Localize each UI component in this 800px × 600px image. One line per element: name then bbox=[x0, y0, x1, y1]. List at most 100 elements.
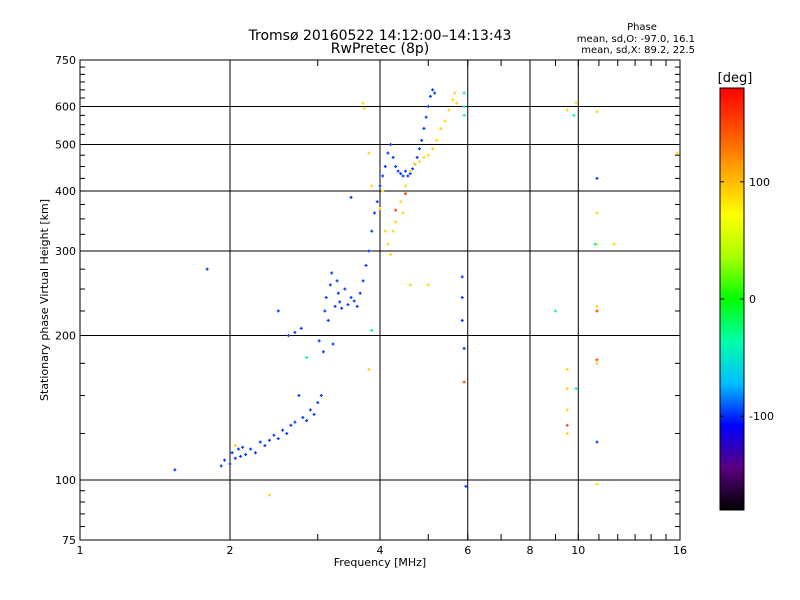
chart-subtitle: RwPretec (8p) bbox=[331, 41, 429, 57]
data-point bbox=[433, 91, 437, 95]
data-point bbox=[364, 263, 368, 267]
data-point bbox=[453, 91, 457, 95]
data-point bbox=[361, 279, 365, 283]
data-point bbox=[593, 242, 597, 246]
data-point bbox=[455, 101, 459, 105]
data-point bbox=[244, 453, 248, 457]
data-point bbox=[358, 291, 362, 295]
data-point bbox=[394, 208, 398, 212]
data-point bbox=[411, 167, 415, 171]
data-point bbox=[428, 94, 432, 98]
x-tick-label: 10 bbox=[571, 544, 585, 557]
data-point bbox=[333, 304, 337, 308]
data-point bbox=[349, 296, 353, 300]
x-tick-label: 1 bbox=[77, 544, 84, 557]
data-point bbox=[565, 387, 569, 391]
data-point bbox=[263, 444, 267, 448]
data-point bbox=[435, 138, 439, 142]
data-point bbox=[464, 484, 468, 488]
data-point bbox=[305, 355, 309, 359]
grid-layer bbox=[80, 60, 680, 540]
data-point bbox=[415, 155, 419, 159]
data-point bbox=[408, 283, 412, 287]
data-point bbox=[383, 229, 387, 233]
data-point bbox=[370, 184, 374, 188]
data-point bbox=[447, 108, 451, 112]
data-point bbox=[391, 229, 395, 233]
data-point bbox=[406, 174, 410, 178]
data-point bbox=[340, 306, 344, 310]
data-point bbox=[230, 451, 234, 455]
data-point bbox=[460, 296, 464, 300]
data-point bbox=[241, 445, 245, 449]
data-point bbox=[595, 211, 599, 215]
data-point bbox=[317, 339, 321, 343]
data-point bbox=[401, 211, 405, 215]
data-point bbox=[335, 279, 339, 283]
data-point bbox=[346, 303, 350, 307]
data-point bbox=[331, 342, 335, 346]
data-point bbox=[595, 361, 599, 365]
data-point bbox=[233, 456, 237, 460]
data-point bbox=[228, 462, 232, 466]
data-point bbox=[565, 367, 569, 371]
x-tick-label: 4 bbox=[377, 544, 384, 557]
stats-x-mode: mean, sd,X: 89.2, 22.5 bbox=[581, 45, 695, 56]
data-point bbox=[462, 105, 466, 109]
data-point bbox=[308, 408, 312, 412]
data-point bbox=[462, 346, 466, 350]
data-point bbox=[403, 169, 407, 173]
data-point bbox=[205, 267, 209, 271]
data-point bbox=[426, 105, 430, 109]
data-point bbox=[462, 380, 466, 384]
data-point bbox=[424, 115, 428, 119]
data-point bbox=[675, 151, 679, 155]
data-point bbox=[595, 358, 599, 362]
data-point bbox=[572, 113, 576, 117]
data-point bbox=[439, 126, 443, 130]
data-point bbox=[462, 113, 466, 117]
data-point bbox=[422, 126, 426, 130]
data-point bbox=[399, 200, 403, 204]
data-point bbox=[373, 211, 377, 215]
y-tick-label: 500 bbox=[55, 139, 76, 152]
data-point bbox=[595, 110, 599, 114]
colorbar-ticks: 100 0 -100 bbox=[720, 176, 774, 423]
data-point bbox=[408, 169, 412, 173]
data-point bbox=[233, 444, 237, 448]
data-point bbox=[595, 482, 599, 486]
data-point bbox=[431, 147, 435, 151]
data-point bbox=[323, 309, 327, 313]
y-tick-label: 75 bbox=[62, 534, 76, 547]
data-point bbox=[239, 454, 243, 458]
y-tick-label: 200 bbox=[55, 330, 76, 343]
data-point bbox=[370, 328, 374, 332]
data-point bbox=[349, 195, 353, 199]
data-point bbox=[443, 119, 447, 123]
x-axis-label: Frequency [MHz] bbox=[334, 556, 426, 569]
tick-layer: 1 2 4 6 8 10 16 75 100 200 300 400 500 600 750 bbox=[55, 54, 687, 557]
stats-o-mode: mean, sd,O: -97.0, 16.1 bbox=[577, 34, 695, 45]
data-point bbox=[403, 192, 407, 196]
data-point bbox=[565, 108, 569, 112]
data-point bbox=[383, 164, 387, 168]
data-point bbox=[413, 162, 417, 166]
data-point bbox=[386, 242, 390, 246]
data-point bbox=[370, 229, 374, 233]
colorbar-label: [deg] bbox=[718, 71, 753, 86]
data-point bbox=[399, 172, 403, 176]
data-point bbox=[389, 143, 393, 147]
data-point bbox=[553, 309, 557, 313]
data-point bbox=[574, 387, 578, 391]
data-point bbox=[361, 101, 365, 105]
data-point bbox=[460, 275, 464, 279]
data-point bbox=[305, 419, 309, 423]
data-point bbox=[460, 318, 464, 322]
data-point bbox=[326, 318, 330, 322]
colorbar-tick-label: 0 bbox=[749, 293, 756, 306]
x-tick-label: 6 bbox=[464, 544, 471, 557]
data-point bbox=[381, 189, 385, 193]
data-point bbox=[396, 169, 400, 173]
data-point bbox=[574, 101, 578, 105]
